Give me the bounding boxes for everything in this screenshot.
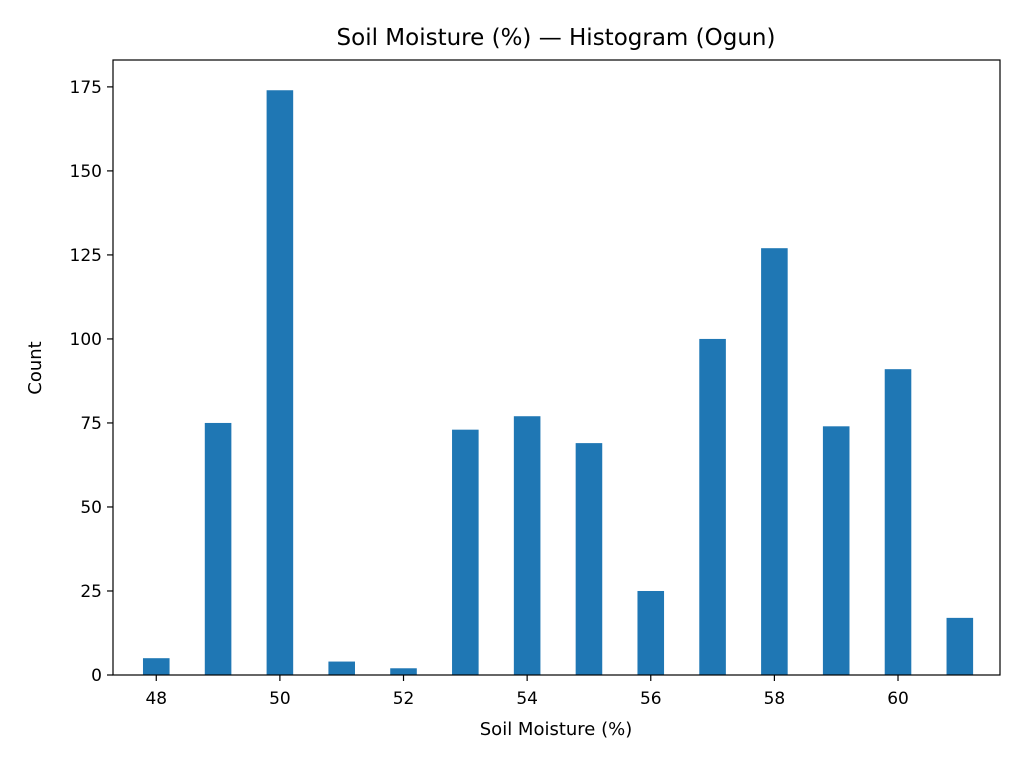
x-tick-label: 58 [764,689,786,709]
y-tick-label: 150 [70,162,102,182]
histogram-bar [575,443,603,675]
x-tick-label: 60 [887,689,909,709]
x-tick-label: 56 [640,689,662,709]
histogram-bar [204,422,232,675]
y-tick-label: 50 [80,498,102,518]
x-tick-label: 50 [269,689,291,709]
histogram-bar [513,416,541,675]
histogram-bar [884,369,912,675]
bars-group [142,90,974,675]
y-tick-label: 75 [80,414,102,434]
y-tick-label: 125 [70,246,102,266]
histogram-bar [452,429,479,675]
y-axis-label: Count [25,341,46,394]
x-tick-label: 54 [516,689,538,709]
histogram-bar [761,248,788,675]
y-tick-label: 175 [70,78,102,98]
histogram-bar [142,658,170,675]
x-tick-label: 48 [145,689,167,709]
y-tick-label: 0 [91,666,102,686]
histogram-bar [699,338,726,675]
y-tick-label: 100 [70,330,102,350]
plot-frame [112,59,1001,676]
x-axis-label: Soil Moisture (%) [480,719,633,740]
x-axis-ticks: 48 50 52 54 56 58 60 [145,675,909,709]
chart-title: Soil Moisture (%) — Histogram (Ogun) [337,25,776,51]
x-tick-label: 52 [393,689,415,709]
histogram-bar [822,426,850,675]
histogram-bar [637,590,665,675]
histogram-bar [390,668,417,675]
y-axis-ticks: 0 25 50 75 100 125 150 175 [70,78,113,686]
y-tick-label: 25 [80,582,102,602]
histogram-bar [946,617,974,675]
histogram-bar [328,661,355,675]
histogram-bar [266,90,294,675]
